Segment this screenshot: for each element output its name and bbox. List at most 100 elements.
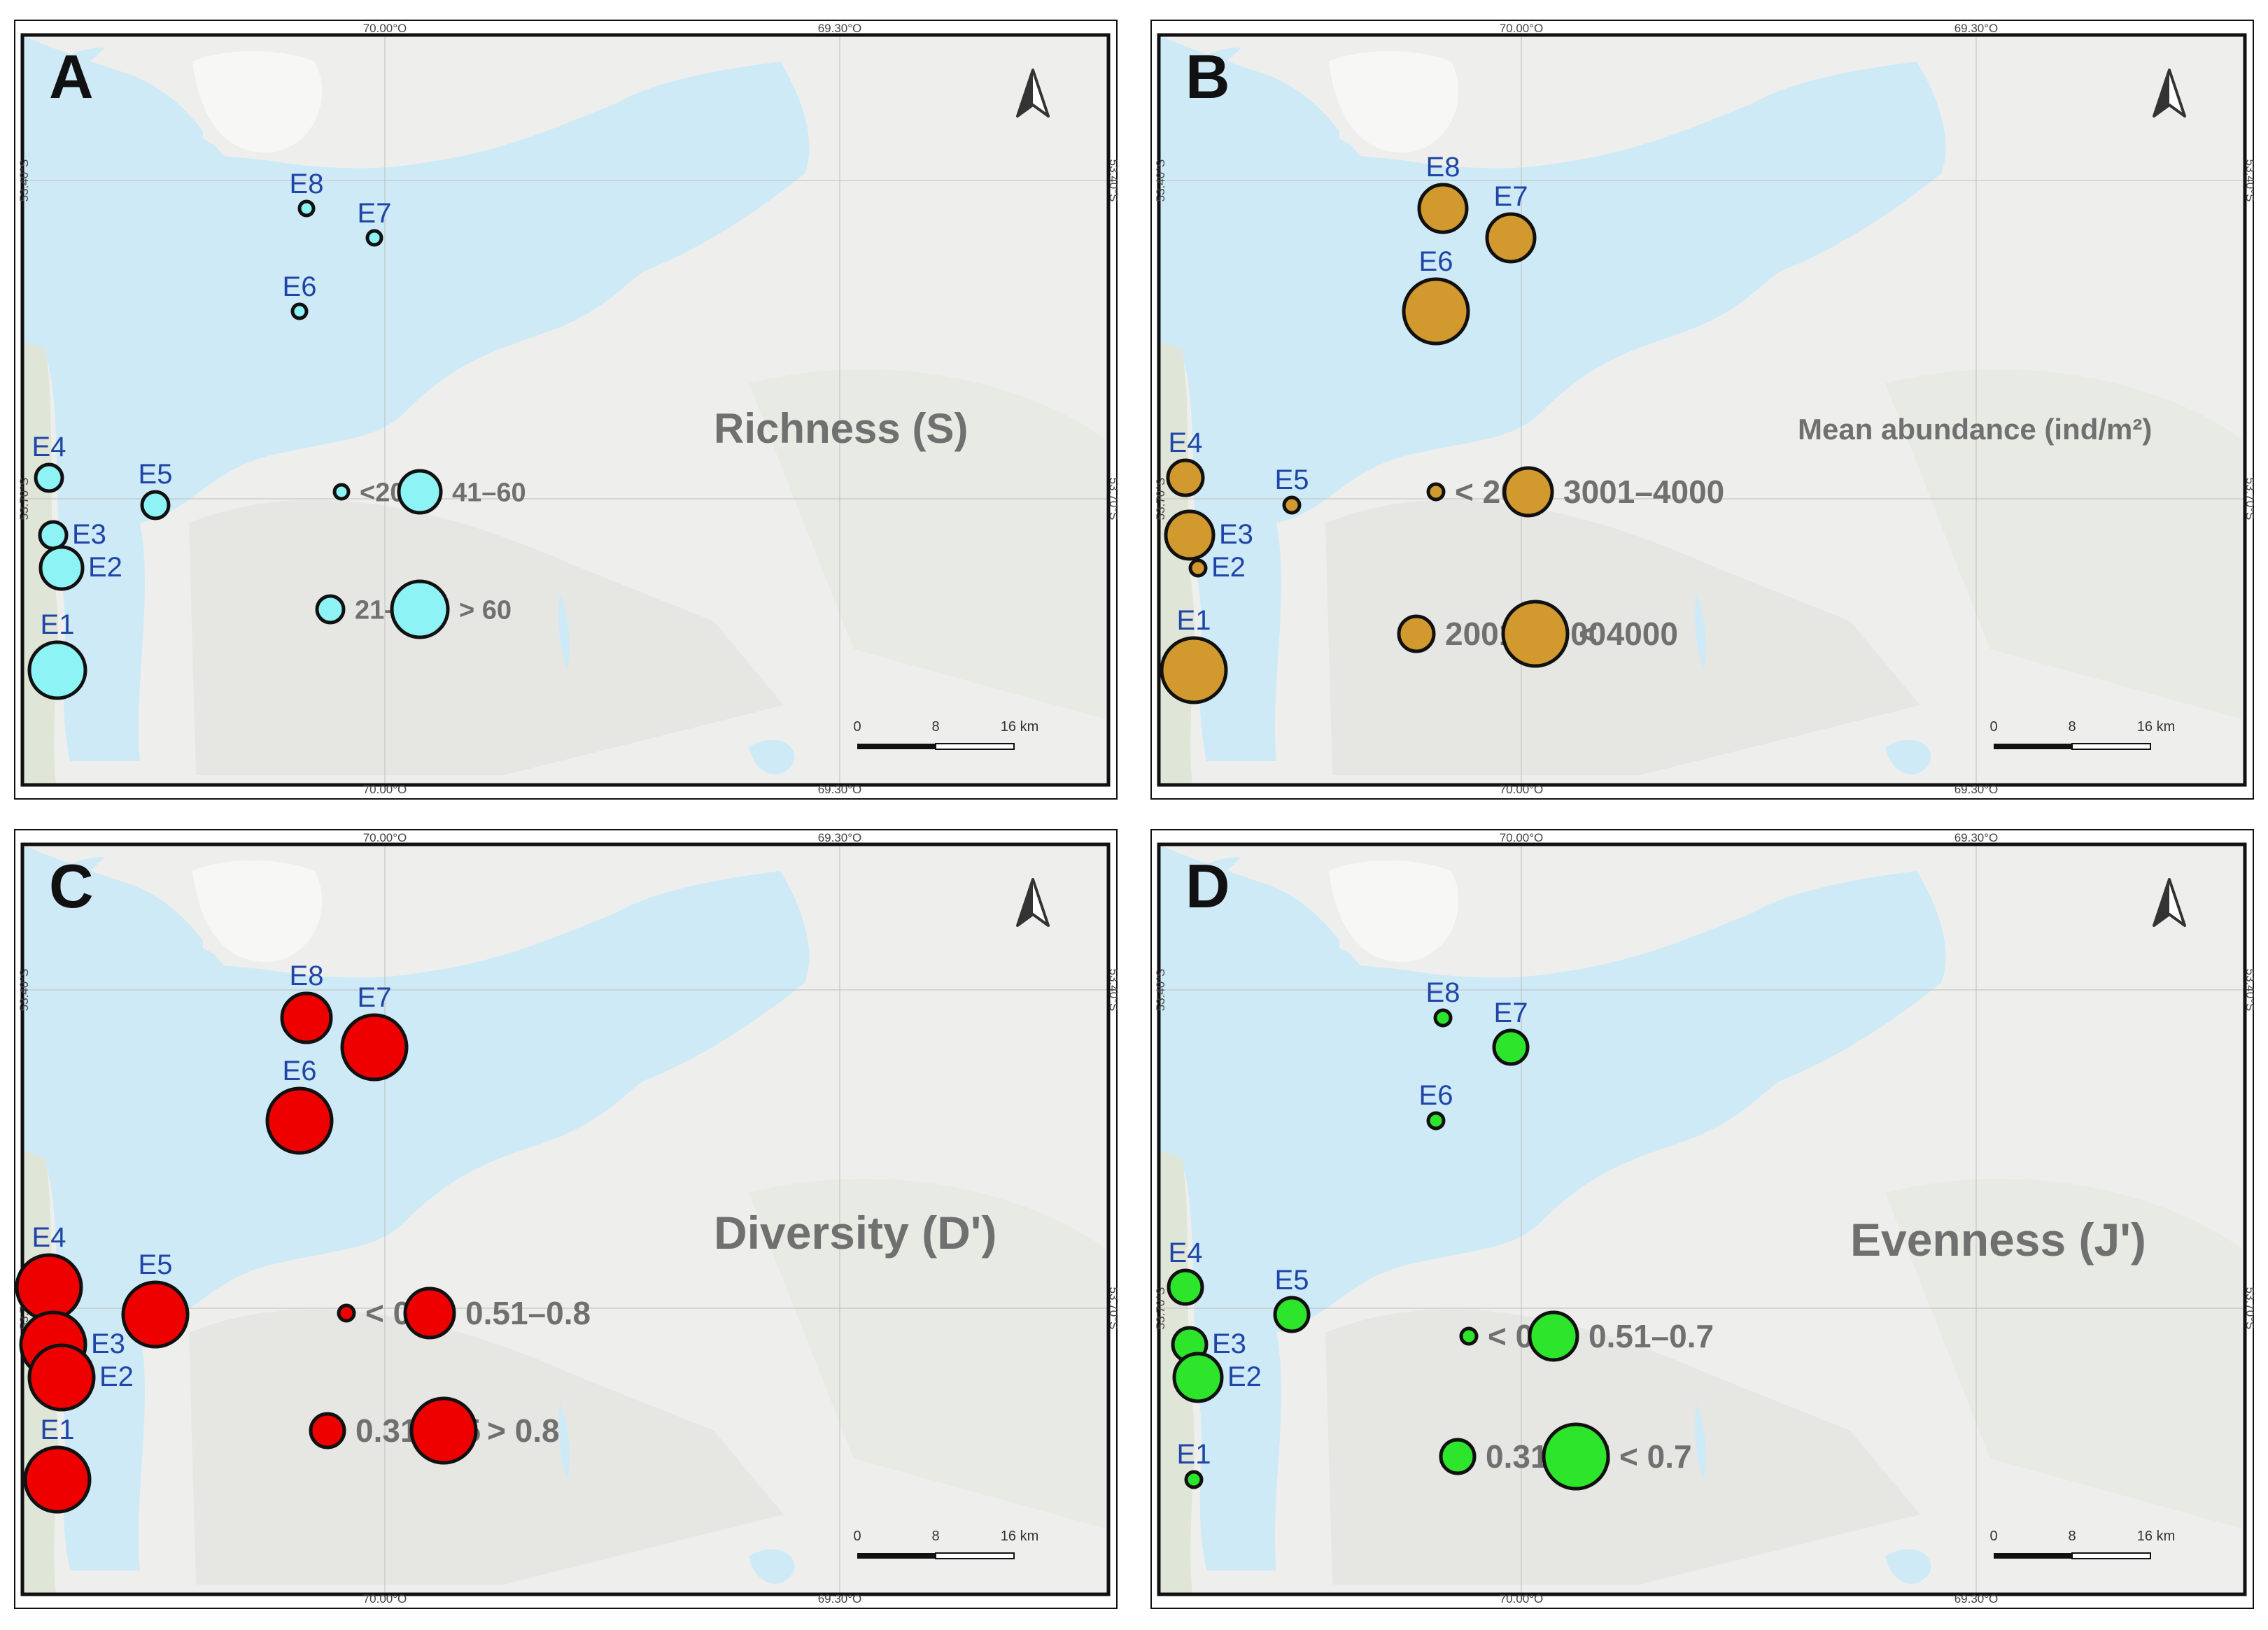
station-label-e4: E4 [1169,1238,1203,1268]
station-marker-e6 [290,302,309,320]
station-label-e6: E6 [1419,246,1453,277]
legend-label-2: 0.51–0.8 [465,1295,591,1331]
graticule-lon-left-bottom: 70.00°O [1500,1592,1544,1606]
panel-c-diversity-map: 70.00°O 69.30°O 70.00°O 69.30°O 53.40°S … [14,829,1118,1609]
station-marker-e1 [23,1445,92,1514]
station-label-e2: E2 [1211,552,1246,583]
legend-symbol-2 [1528,1310,1579,1362]
graticule-lat-bottom-right: 53.70°S [1107,1287,1118,1330]
station-marker-e1 [1184,1470,1204,1489]
scale-label-8: 8 [931,719,939,735]
station-label-e8: E8 [290,169,324,199]
scale-label-16: 16 km [1001,1529,1038,1544]
legend-symbol-4 [409,1396,478,1465]
station-label-e8: E8 [1426,152,1460,183]
station-marker-e4 [1167,1268,1204,1306]
station-marker-e8 [1417,183,1469,234]
station-label-e5: E5 [1275,465,1309,495]
scale-label-0: 0 [853,1529,861,1544]
graticule-lon-left-bottom: 70.00°O [363,1592,407,1606]
graticule-lon-right: 69.30°O [1954,22,1999,35]
map-frame: 70.00°O 69.30°O 70.00°O 69.30°O 53.40°S … [1150,20,2254,800]
station-label-e7: E7 [1494,181,1528,212]
station-marker-e4 [34,462,64,493]
scale-label-8: 8 [2068,1529,2076,1544]
panel-letter: C [49,851,94,921]
graticule-lon-right-bottom: 69.30°O [1954,1592,1999,1606]
station-label-e2: E2 [99,1361,134,1392]
scale-label-0: 0 [1989,1529,1997,1544]
panel-d-evenness-map: 70.00°O 69.30°O 70.00°O 69.30°O 53.40°S … [1150,829,2254,1609]
legend-symbol-2 [403,1287,456,1340]
graticule-lat-top-right: 53.40°S [2244,160,2254,202]
legend-symbol-3 [309,1412,346,1450]
scale-bar: 0 8 16 km [1989,1529,2175,1559]
basemap [1157,33,2247,787]
map-frame: 70.00°O 69.30°O 70.00°O 69.30°O 53.40°S … [14,20,1118,800]
map-frame: 70.00°O 69.30°O 70.00°O 69.30°O 53.40°S … [1150,829,2254,1609]
graticule-lat-top-right: 53.40°S [1107,160,1118,202]
station-label-e6: E6 [283,271,317,302]
graticule-lon-right: 69.30°O [1954,831,1999,844]
legend-title: Richness (S) [714,405,968,452]
legend-symbol-4 [1542,1422,1610,1491]
station-label-e5: E5 [139,459,173,490]
station-marker-e2 [38,545,85,591]
basemap [20,842,1111,1596]
station-marker-e5 [140,490,171,520]
station-marker-e1 [27,640,87,700]
station-label-e7: E7 [358,982,392,1013]
station-marker-e2 [1172,1352,1224,1403]
station-label-e5: E5 [139,1249,173,1280]
station-marker-e6 [265,1086,334,1155]
legend-label-4: > 60 [459,595,512,625]
map-frame: 70.00°O 69.30°O 70.00°O 69.30°O 53.40°S … [14,829,1118,1609]
station-label-e4: E4 [1169,427,1203,458]
graticule-lon-left-bottom: 70.00°O [363,783,407,796]
station-marker-e7 [340,1013,409,1082]
legend-label-4: > 0.8 [487,1412,560,1449]
legend-label-2: 3001–4000 [1563,474,1724,510]
scale-bar: 0 8 16 km [853,1529,1038,1559]
scale-label-8: 8 [2068,719,2076,735]
legend-symbol-1 [1426,482,1446,502]
graticule-lon-right-bottom: 69.30°O [818,1592,862,1606]
legend-title: Mean abundance (ind/m²) [1798,413,2152,446]
station-marker-e5 [121,1280,190,1349]
graticule-lat-top: 53.40°S [1154,160,1167,202]
graticule-lon-left: 70.00°O [1500,831,1544,844]
station-label-e2: E2 [88,552,122,583]
panel-letter: D [1185,851,1230,921]
north-arrow-icon [1016,878,1050,927]
graticule-lat-bottom-right: 53.70°S [2244,478,2254,520]
graticule-lat-bottom: 53.70°S [1154,478,1167,520]
scale-label-0: 0 [1989,719,1997,735]
station-marker-e4 [15,1253,83,1321]
legend-symbol-3 [315,594,346,625]
legend-label-4: < 4000 [1579,616,1678,652]
station-label-e1: E1 [41,609,75,640]
legend-title: Evenness (J') [1850,1214,2146,1266]
station-label-e8: E8 [1426,977,1460,1008]
legend-symbol-1 [337,1303,356,1323]
station-marker-e7 [365,229,383,247]
station-marker-e2 [1188,558,1208,578]
station-label-e6: E6 [1419,1080,1453,1111]
scale-label-16: 16 km [2137,719,2175,735]
station-marker-e4 [1166,458,1205,497]
graticule-lat-top: 53.40°S [17,160,31,202]
station-marker-e6 [1402,277,1470,346]
station-marker-e3 [38,520,69,551]
station-label-e3: E3 [1219,519,1253,550]
north-arrow-icon [2153,69,2186,118]
legend-symbol-2 [1502,466,1554,518]
graticule-lon-left: 70.00°O [363,22,407,35]
legend-symbol-3 [1397,614,1436,653]
station-label-e2: E2 [1227,1361,1262,1392]
station-label-e3: E3 [72,519,106,550]
legend-symbol-1 [332,483,351,501]
station-label-e1: E1 [1177,1439,1211,1470]
